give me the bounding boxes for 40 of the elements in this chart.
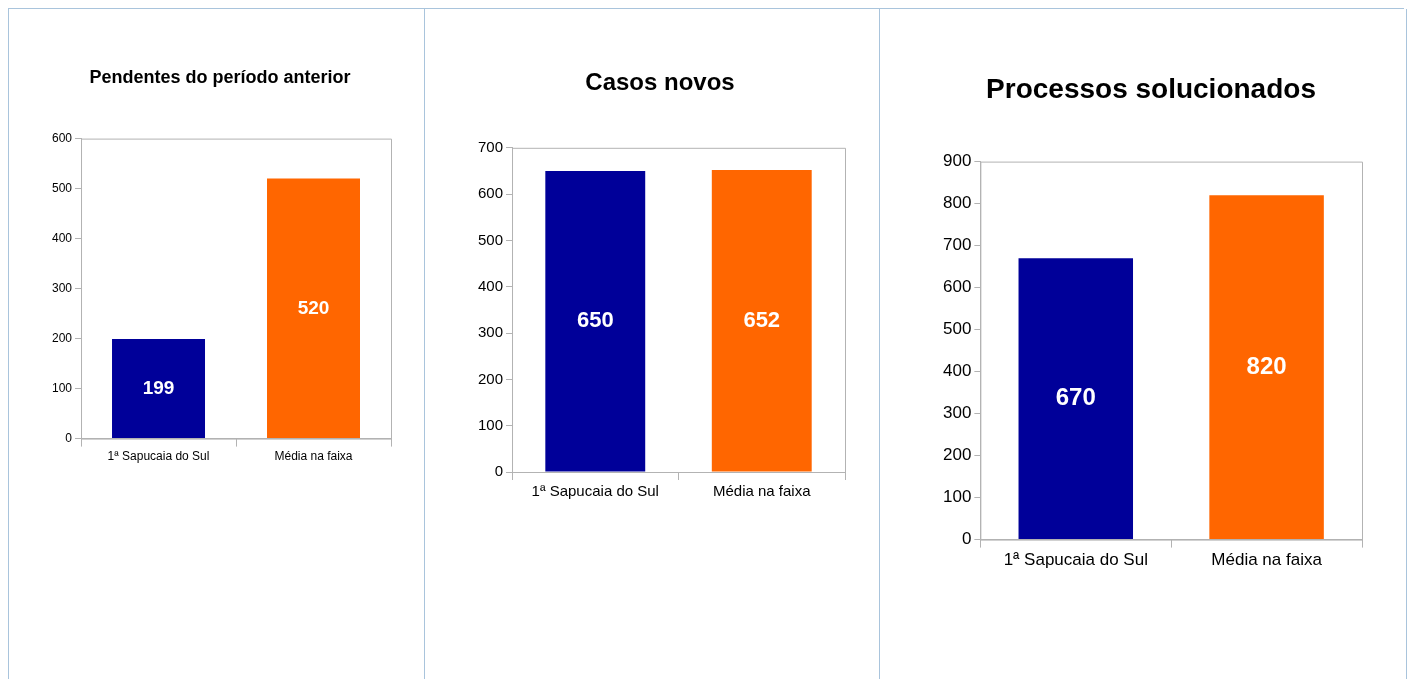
x-tick-label: 1ª Sapucaia do Sul bbox=[1003, 550, 1148, 570]
y-tick-label: 400 bbox=[942, 361, 972, 381]
y-tick-label: 0 bbox=[65, 430, 73, 445]
x-tick-label: 1ª Sapucaia do Sul bbox=[531, 482, 659, 500]
y-tick-label: 300 bbox=[942, 403, 972, 423]
y-tick-label: 300 bbox=[478, 323, 504, 341]
chart-title: Casos novos bbox=[585, 68, 735, 96]
chart-title: Processos solucionados bbox=[986, 72, 1316, 104]
x-tick-label: Média na faixa bbox=[274, 449, 353, 464]
y-tick-label: 100 bbox=[478, 415, 504, 433]
data-label: 650 bbox=[576, 307, 614, 333]
data-label: 820 bbox=[1246, 351, 1287, 379]
y-tick-label: 800 bbox=[942, 193, 972, 213]
y-tick-label: 100 bbox=[942, 487, 972, 507]
data-label: 520 bbox=[297, 296, 330, 318]
y-tick-label: 0 bbox=[961, 529, 972, 549]
y-tick-label: 200 bbox=[51, 330, 73, 345]
y-tick-label: 400 bbox=[478, 276, 504, 294]
y-tick-label: 400 bbox=[51, 230, 73, 245]
y-tick-label: 100 bbox=[51, 380, 73, 395]
y-tick-label: 0 bbox=[494, 462, 504, 480]
data-label: 670 bbox=[1055, 383, 1096, 411]
y-tick-label: 600 bbox=[942, 277, 972, 297]
x-tick-label: 1ª Sapucaia do Sul bbox=[107, 449, 210, 464]
y-tick-label: 700 bbox=[942, 235, 972, 255]
y-tick-label: 500 bbox=[478, 230, 504, 248]
data-label: 652 bbox=[743, 306, 781, 332]
data-label: 199 bbox=[142, 376, 175, 398]
y-tick-label: 600 bbox=[51, 130, 73, 145]
y-tick-label: 200 bbox=[942, 445, 972, 465]
y-tick-label: 700 bbox=[478, 137, 504, 155]
y-tick-label: 500 bbox=[942, 319, 972, 339]
y-tick-label: 200 bbox=[478, 369, 504, 387]
chart-title: Pendentes do período anterior bbox=[89, 66, 351, 87]
x-tick-label: Média na faixa bbox=[1211, 550, 1323, 570]
y-tick-label: 900 bbox=[942, 151, 972, 171]
y-tick-label: 600 bbox=[478, 184, 504, 202]
y-tick-label: 500 bbox=[51, 180, 73, 195]
y-tick-label: 300 bbox=[51, 280, 73, 295]
x-tick-label: Média na faixa bbox=[712, 482, 812, 500]
